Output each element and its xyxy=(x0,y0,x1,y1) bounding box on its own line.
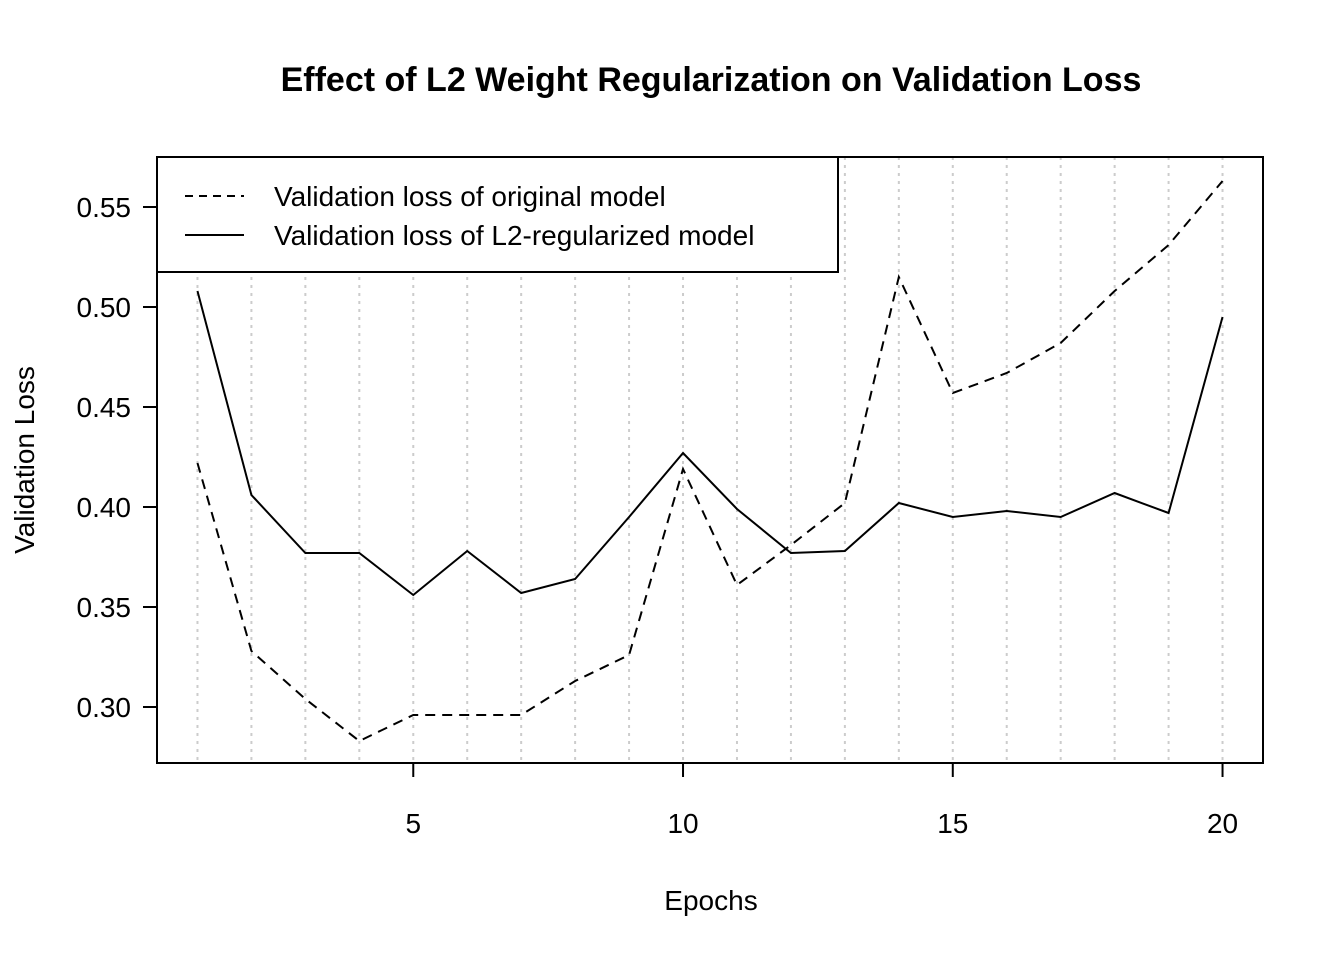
y-tick-label: 0.45 xyxy=(77,392,132,423)
series-group xyxy=(196,180,1224,743)
chart-title: Effect of L2 Weight Regularization on Va… xyxy=(281,61,1142,99)
grid-lines xyxy=(196,157,1224,763)
series-line-original xyxy=(196,180,1224,743)
y-tick-label: 0.30 xyxy=(77,692,132,723)
legend: Validation loss of original model Valida… xyxy=(156,156,839,273)
x-tick-label: 20 xyxy=(1207,808,1238,839)
x-axis-label: Epochs xyxy=(664,885,757,916)
x-tick-label: 10 xyxy=(667,808,698,839)
y-axis: 0.30 0.35 0.40 0.45 0.50 0.55 xyxy=(77,192,157,723)
y-tick-label: 0.55 xyxy=(77,192,132,223)
y-tick-label: 0.40 xyxy=(77,492,132,523)
x-axis: 5 10 15 20 xyxy=(405,763,1238,839)
legend-label-original: Validation loss of original model xyxy=(274,181,666,212)
legend-box xyxy=(156,156,839,273)
legend-label-l2: Validation loss of L2-regularized model xyxy=(274,220,754,251)
y-tick-label: 0.50 xyxy=(77,292,132,323)
series-line-l2-regularized xyxy=(196,290,1224,597)
y-tick-label: 0.35 xyxy=(77,592,132,623)
x-tick-label: 15 xyxy=(937,808,968,839)
x-tick-label: 5 xyxy=(405,808,421,839)
y-axis-label: Validation Loss xyxy=(9,366,40,554)
